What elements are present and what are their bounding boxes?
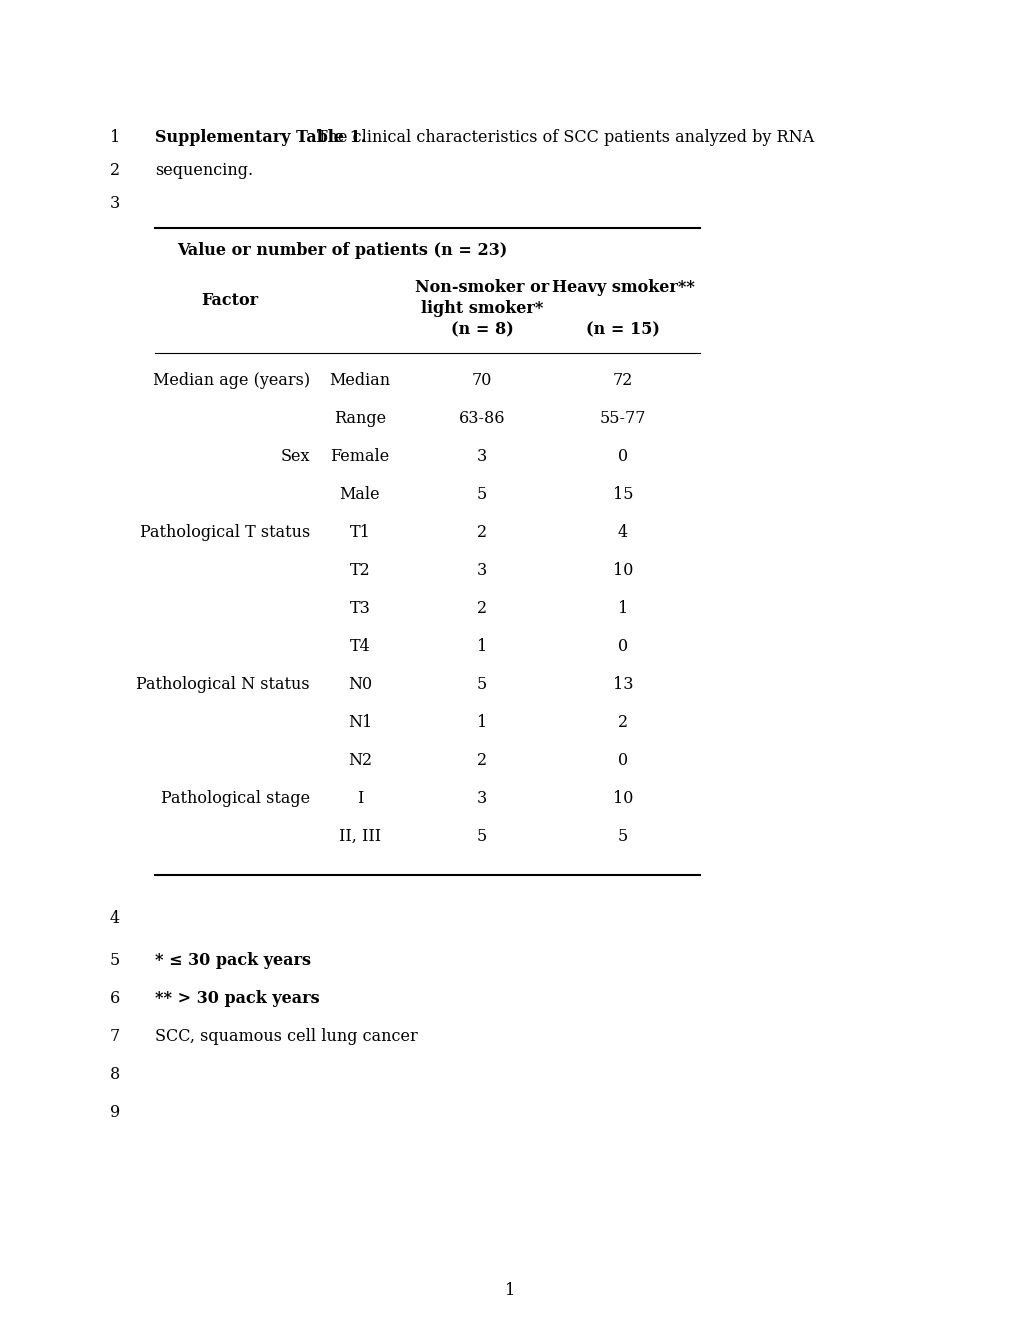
Text: light smoker*: light smoker* — [421, 300, 543, 317]
Text: Supplementary Table 1.: Supplementary Table 1. — [155, 129, 366, 147]
Text: T1: T1 — [350, 524, 370, 541]
Text: 55-77: 55-77 — [599, 411, 646, 426]
Text: * ≤ 30 pack years: * ≤ 30 pack years — [155, 952, 311, 969]
Text: Pathological stage: Pathological stage — [161, 789, 310, 807]
Text: 70: 70 — [472, 372, 492, 389]
Text: 3: 3 — [110, 195, 120, 213]
Text: 2: 2 — [477, 524, 487, 541]
Text: Sex: Sex — [280, 447, 310, 465]
Text: 5: 5 — [477, 486, 487, 503]
Text: 10: 10 — [612, 562, 633, 579]
Text: Female: Female — [330, 447, 389, 465]
Text: 3: 3 — [477, 562, 487, 579]
Text: 3: 3 — [477, 789, 487, 807]
Text: Median age (years): Median age (years) — [153, 372, 310, 389]
Text: 1: 1 — [618, 601, 628, 616]
Text: The clinical characteristics of SCC patients analyzed by RNA: The clinical characteristics of SCC pati… — [317, 129, 813, 147]
Text: 5: 5 — [110, 952, 120, 969]
Text: 13: 13 — [612, 676, 633, 693]
Text: Non-smoker or: Non-smoker or — [415, 279, 548, 296]
Text: 15: 15 — [612, 486, 633, 503]
Text: N2: N2 — [347, 752, 372, 770]
Text: 0: 0 — [618, 752, 628, 770]
Text: sequencing.: sequencing. — [155, 162, 253, 180]
Text: 4: 4 — [618, 524, 628, 541]
Text: 8: 8 — [110, 1067, 120, 1082]
Text: Value or number of patients (n = 23): Value or number of patients (n = 23) — [177, 242, 507, 259]
Text: 1: 1 — [110, 129, 120, 147]
Text: ** > 30 pack years: ** > 30 pack years — [155, 990, 319, 1007]
Text: 5: 5 — [618, 828, 628, 845]
Text: 10: 10 — [612, 789, 633, 807]
Text: 0: 0 — [618, 447, 628, 465]
Text: 1: 1 — [477, 714, 487, 731]
Text: T2: T2 — [350, 562, 370, 579]
Text: 5: 5 — [477, 676, 487, 693]
Text: I: I — [357, 789, 363, 807]
Text: 5: 5 — [477, 828, 487, 845]
Text: (n = 15): (n = 15) — [586, 321, 659, 338]
Text: 1: 1 — [504, 1282, 515, 1299]
Text: T3: T3 — [350, 601, 370, 616]
Text: 2: 2 — [477, 601, 487, 616]
Text: Male: Male — [339, 486, 380, 503]
Text: 3: 3 — [477, 447, 487, 465]
Text: SCC, squamous cell lung cancer: SCC, squamous cell lung cancer — [155, 1028, 418, 1045]
Text: 2: 2 — [110, 162, 120, 180]
Text: 72: 72 — [612, 372, 633, 389]
Text: N0: N0 — [347, 676, 372, 693]
Text: Heavy smoker**: Heavy smoker** — [551, 279, 694, 296]
Text: Median: Median — [329, 372, 390, 389]
Text: 1: 1 — [477, 638, 487, 655]
Text: (n = 8): (n = 8) — [450, 321, 513, 338]
Text: 6: 6 — [110, 990, 120, 1007]
Text: 2: 2 — [477, 752, 487, 770]
Text: Pathological N status: Pathological N status — [137, 676, 310, 693]
Text: 63-86: 63-86 — [459, 411, 504, 426]
Text: Pathological T status: Pathological T status — [140, 524, 310, 541]
Text: 4: 4 — [110, 909, 120, 927]
Text: Range: Range — [333, 411, 385, 426]
Text: T4: T4 — [350, 638, 370, 655]
Text: N1: N1 — [347, 714, 372, 731]
Text: 0: 0 — [618, 638, 628, 655]
Text: 9: 9 — [110, 1104, 120, 1121]
Text: 2: 2 — [618, 714, 628, 731]
Text: II, III: II, III — [338, 828, 381, 845]
Text: 7: 7 — [110, 1028, 120, 1045]
Text: Factor: Factor — [201, 292, 258, 309]
